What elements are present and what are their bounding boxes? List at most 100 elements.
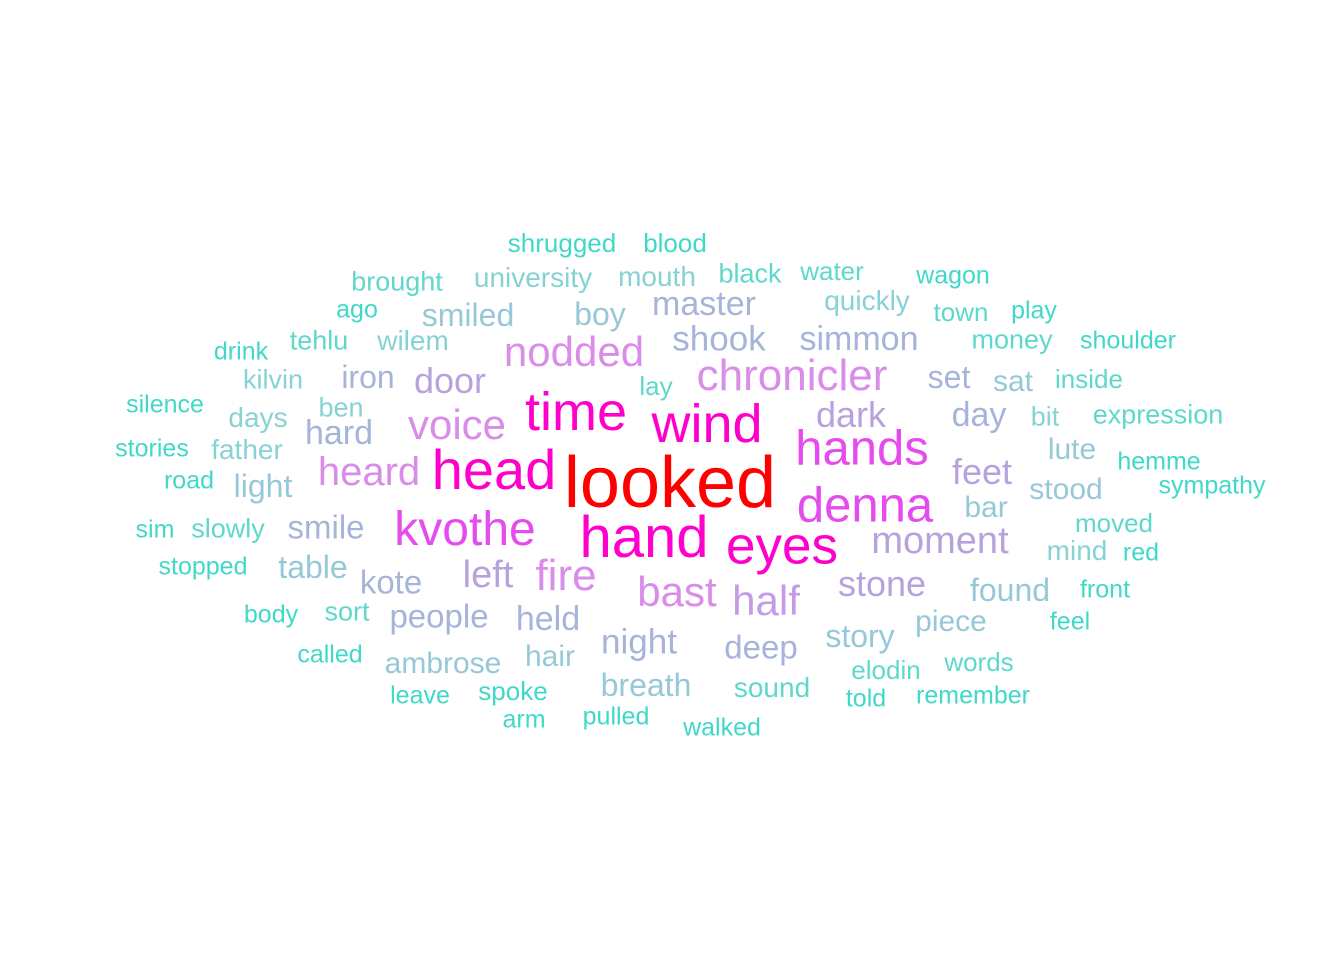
word-red: red xyxy=(1122,538,1160,567)
word-master: master xyxy=(652,285,756,323)
word-piece: piece xyxy=(915,605,987,638)
word-night: night xyxy=(601,622,677,662)
word-road: road xyxy=(163,466,215,495)
word-remember: remember xyxy=(916,681,1030,710)
word-hands: hands xyxy=(795,421,929,476)
word-tehlu: tehlu xyxy=(289,325,349,356)
word-stopped: stopped xyxy=(158,552,248,581)
word-pulled: pulled xyxy=(582,702,650,731)
word-expression: expression xyxy=(1092,399,1224,430)
word-money: money xyxy=(971,324,1053,355)
word-sat: sat xyxy=(992,365,1034,398)
word-day: day xyxy=(951,396,1007,434)
word-brought: brought xyxy=(351,266,443,297)
word-eyes: eyes xyxy=(726,516,838,576)
word-left: left xyxy=(462,554,514,596)
word-feel: feel xyxy=(1049,607,1091,636)
word-sort: sort xyxy=(324,596,370,627)
word-hard: hard xyxy=(304,414,374,452)
word-simmon: simmon xyxy=(799,320,919,358)
word-half: half xyxy=(732,577,800,624)
word-set: set xyxy=(927,359,971,395)
word-hand: hand xyxy=(579,505,709,570)
word-stone: stone xyxy=(837,563,927,604)
word-spoke: spoke xyxy=(478,676,548,706)
word-bit: bit xyxy=(1030,401,1060,432)
word-smile: smile xyxy=(287,508,365,546)
word-nodded: nodded xyxy=(503,328,645,375)
word-light: light xyxy=(233,468,293,504)
word-town: town xyxy=(933,297,989,327)
word-ambrose: ambrose xyxy=(384,647,502,680)
word-people: people xyxy=(389,597,489,635)
word-words: words xyxy=(944,647,1014,677)
word-quickly: quickly xyxy=(824,285,910,316)
word-silence: silence xyxy=(126,390,204,419)
word-ago: ago xyxy=(336,295,378,324)
word-chronicler: chronicler xyxy=(696,351,888,400)
word-looked: looked xyxy=(563,443,777,523)
word-days: days xyxy=(228,402,288,433)
word-university: university xyxy=(473,262,593,293)
word-smiled: smiled xyxy=(421,297,515,333)
word-slowly: slowly xyxy=(191,513,265,544)
word-held: held xyxy=(515,600,581,638)
word-sim: sim xyxy=(135,515,175,544)
word-drink: drink xyxy=(213,337,269,366)
word-sympathy: sympathy xyxy=(1158,471,1266,500)
word-ben: ben xyxy=(318,392,364,423)
word-time: time xyxy=(524,382,628,442)
word-black: black xyxy=(718,258,782,289)
word-kote: kote xyxy=(359,563,423,601)
word-stories: stories xyxy=(115,434,189,463)
word-walked: walked xyxy=(683,713,761,742)
word-door: door xyxy=(413,360,487,401)
word-play: play xyxy=(1011,296,1057,325)
word-bar: bar xyxy=(964,491,1008,524)
word-voice: voice xyxy=(407,401,507,448)
word-wilem: wilem xyxy=(377,325,449,356)
word-mouth: mouth xyxy=(618,261,696,292)
word-lay: lay xyxy=(639,371,673,401)
word-father: father xyxy=(211,434,283,465)
word-lute: lute xyxy=(1047,433,1097,466)
word-kilvin: kilvin xyxy=(242,364,304,395)
word-arm: arm xyxy=(502,705,546,734)
word-kvothe: kvothe xyxy=(394,503,536,556)
word-blood: blood xyxy=(643,228,707,258)
word-denna: denna xyxy=(796,478,934,533)
word-iron: iron xyxy=(341,359,395,395)
word-hair: hair xyxy=(524,640,576,673)
word-shrugged: shrugged xyxy=(507,228,617,258)
word-moment: moment xyxy=(871,520,1009,562)
word-called: called xyxy=(297,640,363,669)
word-wind: wind xyxy=(651,394,763,454)
word-deep: deep xyxy=(724,628,798,666)
word-told: told xyxy=(845,684,887,713)
word-dark: dark xyxy=(815,394,887,435)
word-inside: inside xyxy=(1055,364,1123,394)
word-heard: heard xyxy=(317,450,421,494)
word-found: found xyxy=(969,572,1051,608)
word-mind: mind xyxy=(1046,535,1108,566)
word-front: front xyxy=(1079,575,1131,604)
word-moved: moved xyxy=(1074,508,1154,538)
word-body: body xyxy=(243,600,299,629)
word-leave: leave xyxy=(390,681,450,710)
word-bast: bast xyxy=(637,568,717,615)
word-wagon: wagon xyxy=(916,261,990,290)
word-shook: shook xyxy=(672,319,766,359)
word-stood: stood xyxy=(1029,473,1103,506)
word-table: table xyxy=(278,549,348,585)
word-fire: fire xyxy=(535,551,597,600)
word-water: water xyxy=(800,256,864,286)
word-breath: breath xyxy=(600,667,692,703)
word-hemme: hemme xyxy=(1117,447,1201,476)
word-head: head xyxy=(431,438,557,501)
word-elodin: elodin xyxy=(851,655,921,685)
word-sound: sound xyxy=(733,672,811,703)
word-feet: feet xyxy=(951,451,1013,492)
word-shoulder: shoulder xyxy=(1080,326,1176,355)
word-story: story xyxy=(825,618,895,654)
